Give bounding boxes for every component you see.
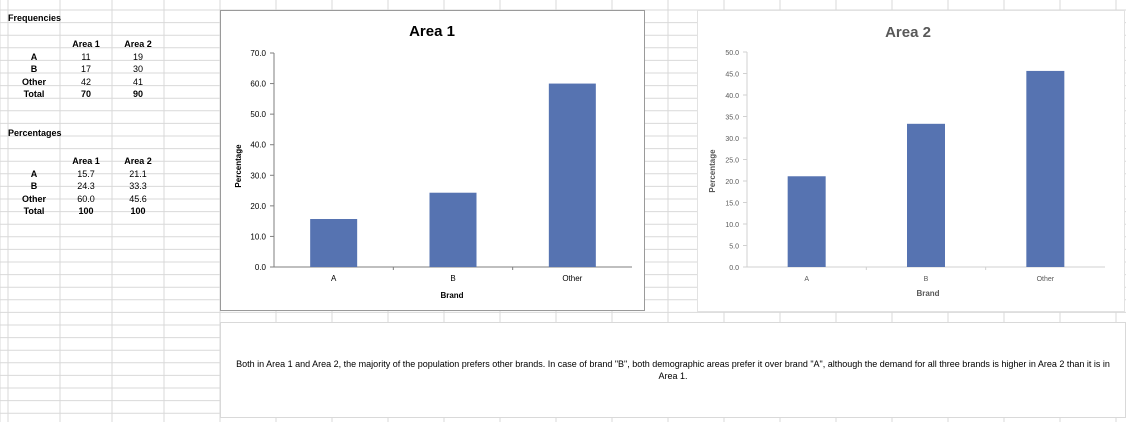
pct-cell[interactable]: 33.3: [129, 181, 147, 191]
y-tick-label: 50.0: [725, 50, 739, 57]
y-tick-label: 30.0: [250, 171, 266, 180]
y-axis-label: Percentage: [708, 149, 717, 193]
pct-row-label: B: [30, 181, 38, 191]
note-text: Both in Area 1 and Area 2, the majority …: [236, 359, 1110, 381]
y-tick-label: 5.0: [729, 244, 739, 251]
y-tick-label: 10.0: [250, 232, 266, 241]
pct-row-label: A: [30, 169, 38, 179]
y-tick-label: 40.0: [725, 93, 739, 100]
y-tick-label: 10.0: [725, 222, 739, 229]
y-tick-label: 25.0: [725, 158, 739, 165]
y-tick-label: 30.0: [725, 136, 739, 143]
y-tick-label: 0.0: [729, 265, 739, 272]
freq-cell[interactable]: 19: [132, 52, 143, 62]
bar-b[interactable]: [907, 123, 945, 267]
freq-row-label: Total: [23, 89, 45, 99]
y-tick-label: 70.0: [250, 49, 266, 58]
pct-cell[interactable]: 24.3: [77, 181, 95, 191]
pct-header-area2: Area 2: [124, 156, 152, 166]
pct-row-label: Total: [23, 206, 45, 216]
pct-cell[interactable]: 45.6: [129, 194, 147, 204]
chart-title: Area 2: [885, 24, 931, 41]
y-tick-label: 50.0: [250, 110, 266, 119]
y-tick-label: 15.0: [725, 201, 739, 208]
bar-b[interactable]: [429, 192, 477, 267]
frequencies-title: Frequencies: [8, 13, 62, 23]
freq-row-label: B: [30, 64, 38, 74]
chart-title: Area 1: [409, 23, 455, 40]
y-tick-label: 0.0: [255, 263, 267, 272]
chart-area-2-svg: Area 2 Percentage Brand 0.0 5.0 10.0 15.0 20…: [708, 24, 1105, 298]
y-tick-label: 35.0: [725, 115, 739, 122]
pct-row-label: Other: [21, 194, 46, 204]
chart-area-1[interactable]: Area 1 Percentage Brand 0.0 10.0 20.0 30.0 4…: [220, 10, 645, 311]
x-tick-label: B: [924, 276, 929, 283]
y-tick-label: 45.0: [725, 72, 739, 79]
percentages-title: Percentages: [8, 128, 62, 138]
freq-cell[interactable]: 90: [132, 89, 143, 99]
y-axis-label: Percentage: [234, 144, 243, 188]
y-tick-label: 40.0: [250, 141, 266, 150]
y-tick-label: 20.0: [250, 202, 266, 211]
freq-cell[interactable]: 17: [80, 64, 91, 74]
pct-header-area1: Area 1: [72, 156, 100, 166]
freq-cell[interactable]: 11: [81, 52, 91, 62]
x-axis-label: Brand: [440, 291, 463, 300]
freq-cell[interactable]: 41: [132, 77, 143, 87]
bar-a[interactable]: [310, 219, 358, 267]
x-axis-label: Brand: [916, 289, 939, 298]
chart-area-2[interactable]: Area 2 Percentage Brand 0.0 5.0 10.0 15.0 20…: [697, 10, 1125, 312]
x-tick-label: A: [331, 274, 337, 283]
bar-other[interactable]: [1026, 70, 1065, 267]
bar-other[interactable]: [548, 83, 596, 267]
y-tick-label: 60.0: [250, 80, 266, 89]
freq-header-area1: Area 1: [72, 39, 100, 49]
pct-cell[interactable]: 100: [130, 206, 146, 216]
pct-cell[interactable]: 21.1: [129, 169, 147, 179]
freq-cell[interactable]: 70: [80, 89, 91, 99]
pct-cell[interactable]: 15.7: [77, 169, 95, 179]
y-tick-label: 20.0: [725, 179, 739, 186]
freq-cell[interactable]: 42: [80, 77, 91, 87]
freq-header-area2: Area 2: [124, 39, 152, 49]
bar-a[interactable]: [787, 176, 826, 267]
comment-textbox[interactable]: Both in Area 1 and Area 2, the majority …: [220, 322, 1126, 418]
chart-area-1-svg: Area 1 Percentage Brand 0.0 10.0 20.0 30.0 4…: [234, 23, 632, 300]
pct-cell[interactable]: 100: [78, 206, 94, 216]
freq-row-label: A: [30, 52, 38, 62]
pct-cell[interactable]: 60.0: [77, 194, 95, 204]
x-tick-label: B: [450, 274, 455, 283]
freq-row-label: Other: [21, 77, 46, 87]
x-tick-label: Other: [1037, 276, 1055, 283]
x-tick-label: Other: [562, 274, 582, 283]
freq-cell[interactable]: 30: [132, 64, 143, 74]
x-tick-label: A: [804, 276, 809, 283]
